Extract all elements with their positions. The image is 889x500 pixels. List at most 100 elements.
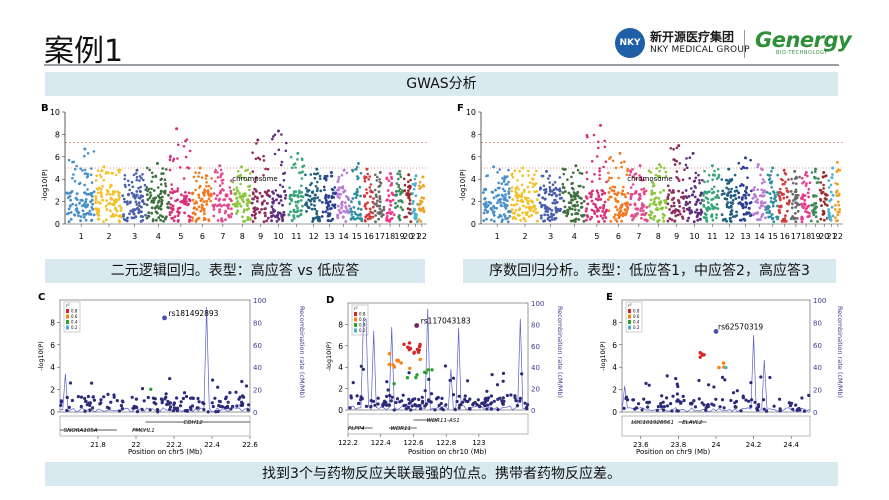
chromosome-15-points — [349, 162, 364, 223]
x-tick-label: 3 — [548, 232, 553, 241]
y-tick-label: 10 — [50, 108, 60, 117]
x-tick-label: 20 — [403, 232, 413, 241]
chromosome-peak — [521, 166, 525, 170]
xlabel-c: Position on chr5 (Mb) — [128, 448, 202, 456]
y-tick-label: 4 — [338, 363, 343, 372]
x-tick-label: 19 — [395, 232, 405, 241]
chromosome-11-points — [287, 151, 306, 222]
recombination-rate-line — [59, 307, 251, 413]
genergy-logo: Genergy — [755, 28, 852, 52]
y2-tick-label: 40 — [813, 364, 822, 372]
y2-tick-label: 60 — [531, 343, 540, 351]
panel-label-b: B — [41, 103, 49, 114]
chromosome-11-points — [702, 164, 721, 223]
y2-tick-label: 20 — [813, 387, 822, 395]
x-tick-label: 6 — [616, 232, 621, 241]
lead-snp-label: rs62570319 — [718, 322, 763, 331]
logo-separator — [744, 30, 745, 58]
caption-left: 二元逻辑回归。表型：高应答 vs 低应答 — [45, 259, 425, 283]
chromosome-20-points — [818, 171, 829, 222]
ld-legend-title: r² — [66, 303, 70, 309]
chromosome-2-points — [94, 165, 123, 224]
ld-legend-label: 0.8 — [71, 309, 78, 314]
x-tick-label: 18 — [385, 232, 395, 241]
chromosome-7-points — [211, 164, 234, 223]
chromosome-15-points — [765, 166, 780, 224]
y-tick-label: 6 — [471, 153, 476, 162]
x-tick-label: 1 — [79, 232, 84, 241]
chromosome-peak — [296, 151, 300, 155]
chromosome-4-points — [561, 164, 586, 223]
ld-legend-label: 0.4 — [71, 320, 78, 325]
chromosome-peak — [756, 163, 760, 167]
chromosome-13-points — [737, 156, 753, 222]
chromosome-peak — [492, 165, 496, 169]
ld-legend-label: 0.6 — [359, 317, 366, 322]
ld-legend: r²0.80.60.40.2 — [351, 304, 369, 336]
recombination-rate-line — [347, 308, 529, 411]
nky-logo-icon: NKY — [615, 28, 645, 58]
chromosome-16-points — [777, 168, 791, 223]
chromosome-4-points — [145, 162, 171, 223]
chromosome-9-points — [666, 144, 686, 223]
chromosome-22-points — [417, 175, 426, 223]
chromosome-8-points — [647, 163, 668, 224]
chromosome-peak — [421, 175, 425, 179]
x-tick-label: 11 — [707, 232, 717, 241]
x-tick-label: 4 — [572, 232, 577, 241]
slide-title: 案例1 — [44, 34, 124, 69]
ld-legend-swatch — [66, 309, 69, 313]
chromosome-peak — [414, 174, 418, 178]
chromosome-peak — [329, 171, 333, 174]
ld-legend-swatch — [628, 325, 631, 330]
chromosome-peak — [135, 168, 139, 172]
y2-tick-label: 60 — [253, 342, 262, 350]
ylabel-b: -log10(P) — [41, 169, 49, 201]
chromosome-19-points — [809, 167, 820, 223]
x-tick-label: 9 — [258, 232, 263, 241]
y-tick-label: 2 — [471, 198, 476, 207]
xlabel-b: chromosome — [232, 175, 277, 183]
x-tick-label: 13 — [740, 232, 750, 241]
ld-legend-label: 0.6 — [71, 314, 78, 319]
chromosome-peak — [102, 165, 106, 169]
chromosome-peak — [315, 167, 319, 171]
chromosome-peak — [398, 169, 402, 173]
lead-snp-label: rs117043183 — [421, 317, 471, 326]
x-tick-label: 12 — [725, 232, 735, 241]
y2-tick-label: 0 — [253, 409, 257, 417]
chromosome-peak — [198, 166, 202, 170]
chromosome-2-points — [510, 166, 539, 223]
plot-frame — [59, 299, 251, 413]
x-tick-label: 17 — [375, 232, 385, 241]
x-tick-label: 122.2 — [338, 439, 358, 447]
x-tick-label: 22 — [417, 232, 427, 241]
lead-snp-label: rs181492893 — [169, 309, 219, 318]
caption-bottom: 找到3个与药物反应关联最强的位点。携带者药物反应差。 — [45, 462, 838, 486]
gene-track — [347, 413, 529, 435]
x-tick-label: 14 — [339, 232, 349, 241]
x-tick-label: 5 — [178, 232, 183, 241]
y2-tick-label: 100 — [813, 297, 826, 305]
chromosome-peak — [814, 167, 817, 171]
y-tick-label: 4 — [612, 363, 617, 372]
ld-legend-swatch — [354, 317, 357, 322]
chromosome-peak — [638, 164, 642, 168]
ld-legend-label: 0.6 — [633, 314, 640, 319]
x-tick-label: 8 — [656, 232, 661, 241]
chromosome-peak — [407, 173, 411, 177]
ylabel-f: -log10(P) — [459, 169, 467, 201]
ld-legend-swatch — [66, 325, 69, 330]
chromosome-peak — [388, 172, 392, 176]
ld-legend: r²0.80.60.40.2 — [63, 301, 81, 333]
chromosome-6-points — [607, 151, 630, 223]
x-tick-label: 2 — [522, 232, 527, 241]
x-tick-label: 22 — [833, 232, 843, 241]
x-tick-label: 7 — [220, 232, 225, 241]
panel-label-d: D — [326, 295, 334, 306]
banner-gwas: GWAS分析 — [45, 72, 838, 96]
chromosome-peak — [771, 166, 775, 170]
panel-label-c: C — [38, 292, 45, 303]
gene-label: CDH12 — [184, 420, 204, 426]
